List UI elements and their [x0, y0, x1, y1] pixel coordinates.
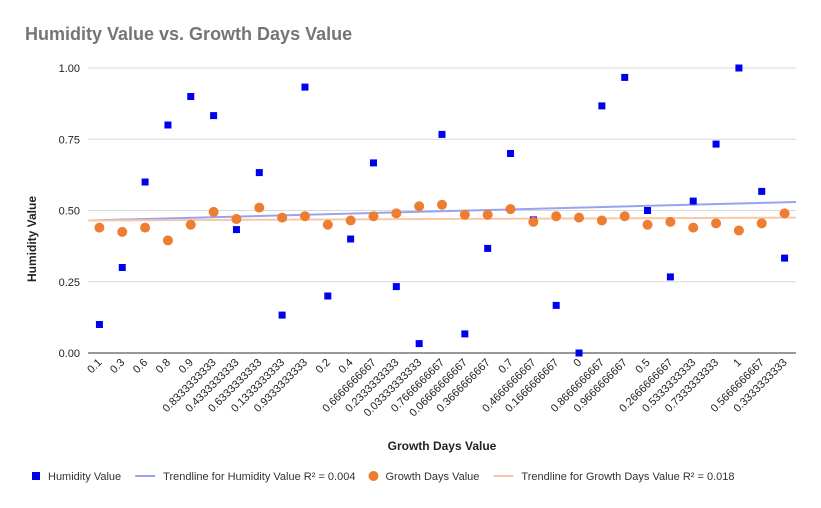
growth-days-point	[665, 216, 676, 227]
trendline	[87, 200, 797, 222]
legend-marker-square	[32, 472, 40, 480]
trendline	[87, 216, 797, 222]
growth-days-point	[482, 209, 493, 220]
humidity-point	[232, 226, 240, 234]
growth-days-point	[619, 211, 630, 222]
growth-days-point	[756, 218, 767, 229]
growth-days-point	[162, 235, 173, 246]
humidity-point	[621, 73, 629, 81]
humidity-point	[461, 330, 469, 338]
humidity-point	[507, 150, 515, 157]
humidity-point	[484, 244, 492, 252]
x-axis-ticks: 0.1 0.3 0.6 0.8 0.90.83333333330.43333333330…	[85, 357, 789, 420]
x-tick-label: 0.2	[314, 357, 333, 376]
legend-marker-circle	[368, 471, 379, 481]
humidity-point	[95, 321, 103, 328]
legend-label: Trendline for Growth Days Value R² = 0.0…	[521, 471, 734, 483]
x-tick-label: 0.6	[131, 357, 150, 376]
growth-days-point	[711, 218, 722, 229]
growth-days-point	[231, 214, 242, 225]
x-axis-label: Growth Days Value	[388, 439, 497, 453]
humidity-point	[118, 264, 126, 271]
growth-days-point	[574, 212, 585, 223]
x-tick-label: 0	[571, 357, 584, 370]
humidity-point	[369, 159, 377, 167]
humidity-point	[278, 311, 286, 319]
humidity-point	[415, 340, 423, 348]
growth-days-point	[140, 222, 151, 233]
humidity-point	[438, 130, 446, 138]
humidity-point	[735, 64, 743, 72]
humidity-point	[141, 178, 149, 186]
y-tick-label: 0.00	[59, 348, 80, 360]
growth-days-point	[299, 211, 310, 222]
growth-days-point	[368, 211, 379, 222]
humidity-point	[347, 235, 355, 243]
humidity-point	[187, 93, 195, 100]
growth-days-point	[208, 206, 219, 217]
growth-days-point	[185, 219, 196, 230]
x-tick-label: 1	[731, 357, 744, 370]
legend-label: Growth Days Value	[385, 471, 479, 483]
growth-days-point	[528, 216, 539, 227]
humidity-point	[164, 121, 172, 129]
growth-days-point	[459, 209, 470, 220]
humidity-point	[392, 283, 400, 291]
legend-label: Trendline for Humidity Value R² = 0.004	[163, 471, 355, 483]
growth-days-point	[505, 204, 516, 215]
growth-days-point	[779, 208, 790, 219]
growth-days-point	[94, 222, 105, 233]
humidity-point	[575, 349, 583, 357]
y-tick-label: 1.00	[59, 63, 80, 75]
growth-days-point	[322, 219, 333, 230]
data-points	[94, 64, 790, 357]
humidity-point	[210, 112, 218, 120]
humidity-point	[598, 102, 606, 110]
growth-days-point	[688, 222, 699, 233]
humidity-point	[552, 301, 560, 309]
growth-days-point	[551, 211, 562, 222]
growth-days-point	[277, 212, 288, 223]
humidity-point	[255, 169, 263, 177]
x-tick-label: 0.1	[85, 357, 104, 376]
growth-days-point	[254, 202, 265, 213]
legend: Humidity Value Trendline for Humidity Val…	[32, 471, 735, 483]
x-tick-label: 0.8	[154, 357, 173, 376]
growth-days-point	[596, 215, 607, 226]
growth-days-point	[414, 201, 425, 212]
humidity-point	[758, 187, 766, 195]
humidity-point	[301, 83, 309, 91]
y-tick-label: 0.50	[59, 206, 80, 218]
y-tick-label: 0.25	[59, 277, 80, 289]
growth-days-point	[345, 215, 356, 226]
growth-days-point	[733, 225, 744, 236]
humidity-point	[781, 254, 789, 262]
humidity-point	[644, 207, 652, 214]
y-tick-label: 0.75	[59, 134, 80, 146]
growth-days-point	[642, 219, 653, 230]
humidity-point	[689, 197, 697, 205]
y-axis-label: Humidity Value	[25, 196, 39, 282]
y-axis-ticks: 0.00 0.25 0.50 0.75 1.00	[59, 63, 80, 360]
growth-days-point	[391, 208, 402, 219]
humidity-point	[712, 140, 720, 148]
trendlines	[87, 200, 797, 222]
x-tick-label: 0.3	[108, 357, 127, 376]
humidity-point	[324, 292, 332, 300]
growth-days-point	[117, 226, 128, 237]
legend-label: Humidity Value	[48, 471, 121, 483]
chart-title: Humidity Value vs. Growth Days Value	[25, 24, 352, 44]
humidity-point	[666, 273, 674, 281]
growth-days-point	[437, 199, 447, 210]
